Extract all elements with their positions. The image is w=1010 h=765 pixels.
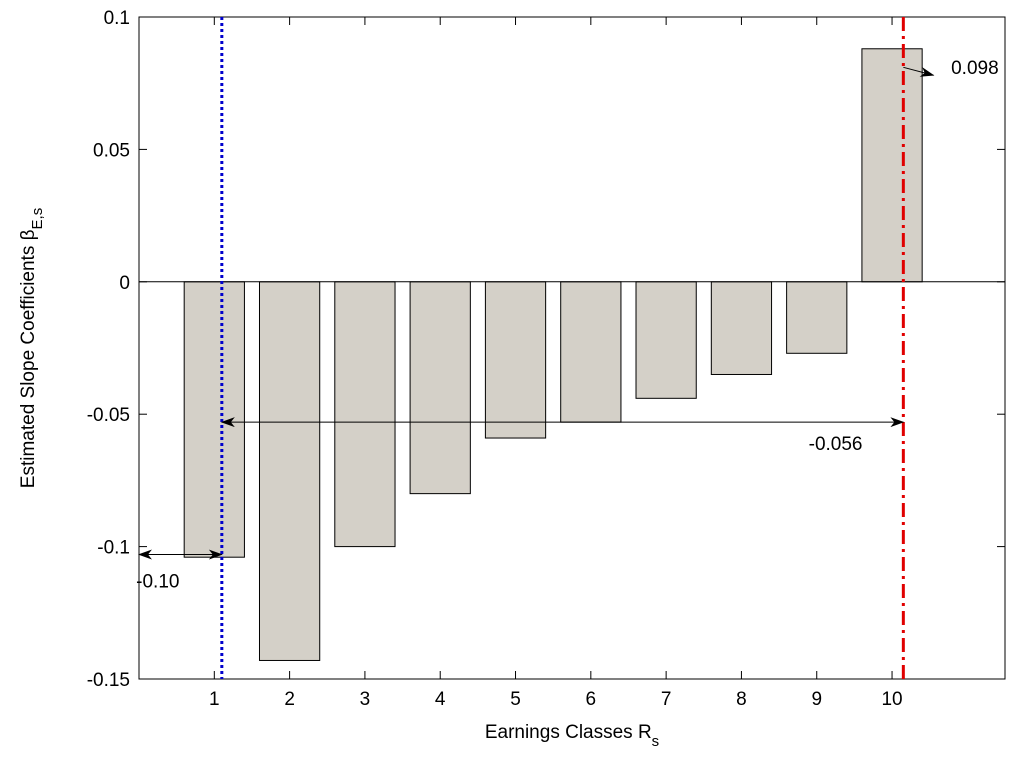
y-tick-label: 0 <box>119 273 130 294</box>
x-tick-label: 4 <box>435 689 446 710</box>
annotation-label: 0.098 <box>951 58 999 79</box>
x-tick-label: 3 <box>360 689 371 710</box>
bar-class-5 <box>484 281 547 439</box>
bar-class-9 <box>786 281 848 354</box>
annotation-arrow <box>903 66 935 77</box>
bars-layer <box>183 48 923 661</box>
x-axis-label-sub: s <box>652 733 660 750</box>
x-tick-label: 8 <box>736 689 747 710</box>
bar-class-7 <box>635 281 697 399</box>
y-tick-label: 0.05 <box>93 140 130 161</box>
x-tick-label: 7 <box>661 689 672 710</box>
x-tick-label: 9 <box>811 689 822 710</box>
x-tick-label: 2 <box>284 689 295 710</box>
y-axis-label: Estimated Slope Coefficients βE,s <box>18 208 46 488</box>
bar-class-1 <box>183 281 245 558</box>
bar-class-3 <box>334 281 396 548</box>
y-axis-label-main: Estimated Slope Coefficients β <box>18 229 39 488</box>
bar-class-6 <box>560 281 622 423</box>
bar-class-8 <box>710 281 773 375</box>
x-tick-label: 6 <box>586 689 597 710</box>
x-axis-label: Earnings Classes Rs <box>485 722 659 750</box>
y-tick-label: 0.1 <box>104 8 130 29</box>
bar-class-10 <box>861 48 923 283</box>
y-tick-label: -0.15 <box>87 670 130 691</box>
annotation-label: -0.10 <box>136 572 179 593</box>
x-axis-label-main: Earnings Classes R <box>485 722 652 743</box>
annotations: -0.10 -0.056 0.098 <box>136 58 998 593</box>
reference-lines <box>220 17 905 679</box>
x-tick-label: 1 <box>209 689 220 710</box>
x-tick-label: 10 <box>881 689 902 710</box>
x-tick-label: 5 <box>510 689 521 710</box>
plot-area-frame <box>138 16 1006 680</box>
y-tick-label: -0.1 <box>97 538 130 559</box>
annotation-label: -0.056 <box>809 434 863 455</box>
bar-class-2 <box>258 281 321 661</box>
axis-ticks: 1 2 3 4 5 6 7 8 9 10 -0.15 -0.1 -0.05 0 0.05 0.1 <box>87 8 1005 710</box>
y-tick-label: -0.05 <box>87 405 130 426</box>
bar-class-4 <box>409 281 471 495</box>
y-axis-label-sub: E,s <box>29 208 46 230</box>
